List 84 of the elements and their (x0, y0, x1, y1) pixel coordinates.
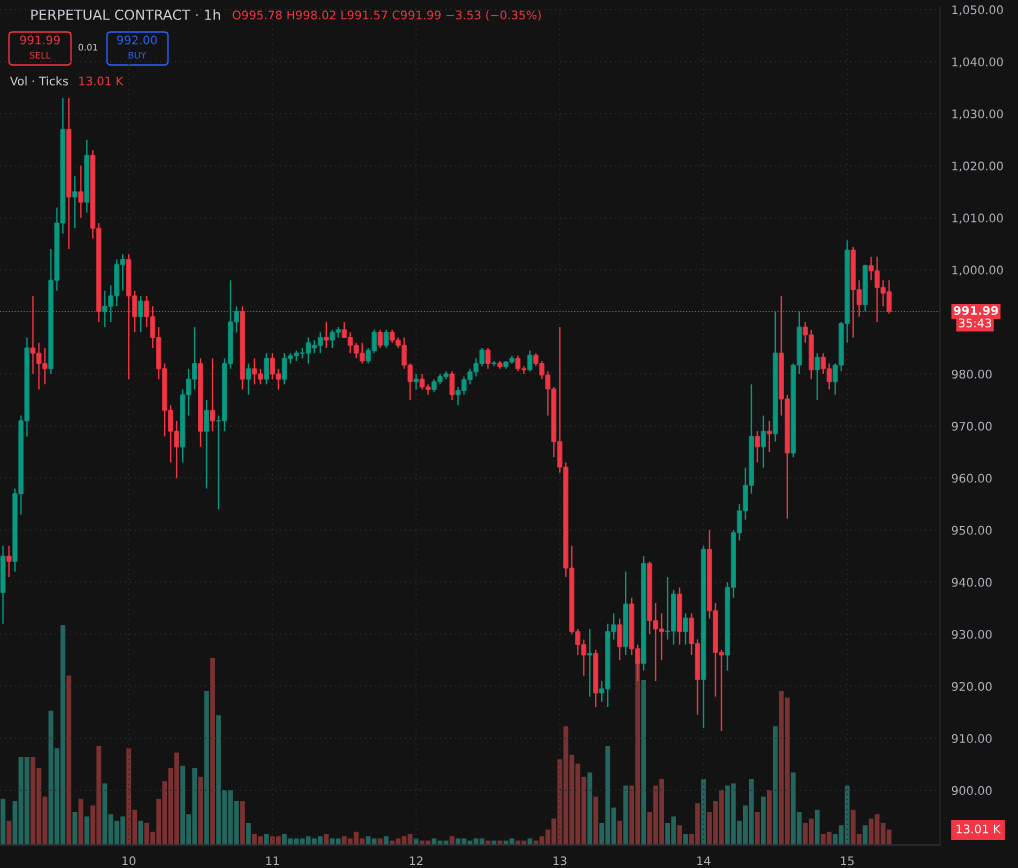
bar (383, 836, 389, 845)
candlestick (485, 347, 491, 370)
candlestick (587, 628, 593, 698)
annotation: BUY (128, 51, 147, 59)
y-tick-label: 1,030.00 (952, 109, 1003, 120)
y-tick-label: 900.00 (951, 786, 992, 795)
candlestick (413, 373, 419, 391)
candlestick (6, 545, 12, 578)
annotation: 0.01 (78, 43, 98, 51)
candlestick (323, 321, 329, 349)
x-tick-label: 14 (697, 856, 711, 866)
bar (138, 820, 144, 845)
bar (683, 834, 688, 845)
y-tick-label: 1,000.00 (952, 265, 1003, 276)
candlestick (754, 430, 760, 464)
candlestick (383, 329, 389, 349)
bar (677, 825, 682, 845)
chart-title: PERPETUAL CONTRACT · 1h (31, 9, 220, 21)
annotation: SELL (29, 51, 51, 59)
candlestick (377, 329, 383, 349)
ref-line-label: 991.99 (953, 306, 998, 315)
bar (210, 658, 215, 845)
annotation: Vol · Ticks (10, 76, 68, 86)
bar (413, 838, 419, 845)
candlestick (72, 175, 78, 229)
bar (617, 820, 623, 845)
bar (264, 834, 269, 845)
annotation: 992.00 (117, 35, 157, 45)
y-tick-label: 950.00 (951, 525, 992, 535)
bar (641, 680, 647, 845)
annotation: 13.01 K (79, 76, 124, 86)
y-tick-label: 930.00 (951, 629, 992, 639)
bar (862, 825, 868, 845)
bar (323, 834, 329, 845)
candlestick (760, 414, 766, 469)
bar (377, 838, 383, 845)
candlestick (78, 165, 84, 219)
bar (766, 790, 772, 845)
candlestick (204, 399, 210, 490)
bar (772, 726, 778, 845)
bar (701, 779, 706, 845)
bar (84, 816, 90, 845)
candlestick (138, 295, 144, 334)
bar (72, 812, 78, 845)
bar (527, 838, 533, 845)
text: 13.01 K (956, 824, 1001, 834)
y-tick-label: 960.00 (951, 473, 992, 483)
bar (66, 675, 72, 845)
bar (204, 691, 209, 845)
y-tick-label: 980.00 (951, 369, 992, 379)
bar (246, 823, 251, 845)
y-tick-label: 910.00 (951, 734, 992, 743)
bar (754, 812, 760, 845)
x-tick-label: 10 (122, 856, 136, 866)
x-tick-label: 15 (840, 856, 854, 866)
candlestick (263, 352, 269, 386)
bar (198, 776, 203, 845)
candlestick (683, 612, 689, 646)
candlestick (617, 617, 623, 661)
x-tick-label: 13 (553, 856, 567, 866)
annotation: O995.78 H998.02 L991.57 C991.99 −3.53 (−0.35%) (232, 10, 541, 21)
y-tick-label: 920.00 (951, 681, 992, 691)
bar (814, 809, 820, 845)
bar (78, 798, 84, 845)
candlestick (814, 352, 820, 401)
y-tick-label: 1,050.00 (952, 5, 1003, 16)
text: 35:43 (958, 318, 992, 328)
y-tick-label: 1,040.00 (952, 57, 1003, 68)
y-tick-label: 970.00 (951, 421, 992, 431)
candlestick (527, 349, 533, 373)
bar (593, 796, 599, 845)
candlestick (449, 370, 455, 401)
candlestick (210, 357, 216, 432)
candlestick (245, 362, 251, 396)
y-tick-label: 940.00 (951, 577, 992, 587)
bar (760, 796, 766, 845)
y-tick-label: 1,020.00 (952, 161, 1003, 172)
x-tick-label: 12 (409, 856, 423, 866)
bar (623, 785, 629, 845)
y-tick-label: 1,010.00 (952, 213, 1003, 224)
annotation: 991.99 (20, 35, 60, 45)
bar (587, 772, 593, 845)
x-tick-label: 11 (266, 856, 279, 866)
bar (240, 801, 245, 845)
